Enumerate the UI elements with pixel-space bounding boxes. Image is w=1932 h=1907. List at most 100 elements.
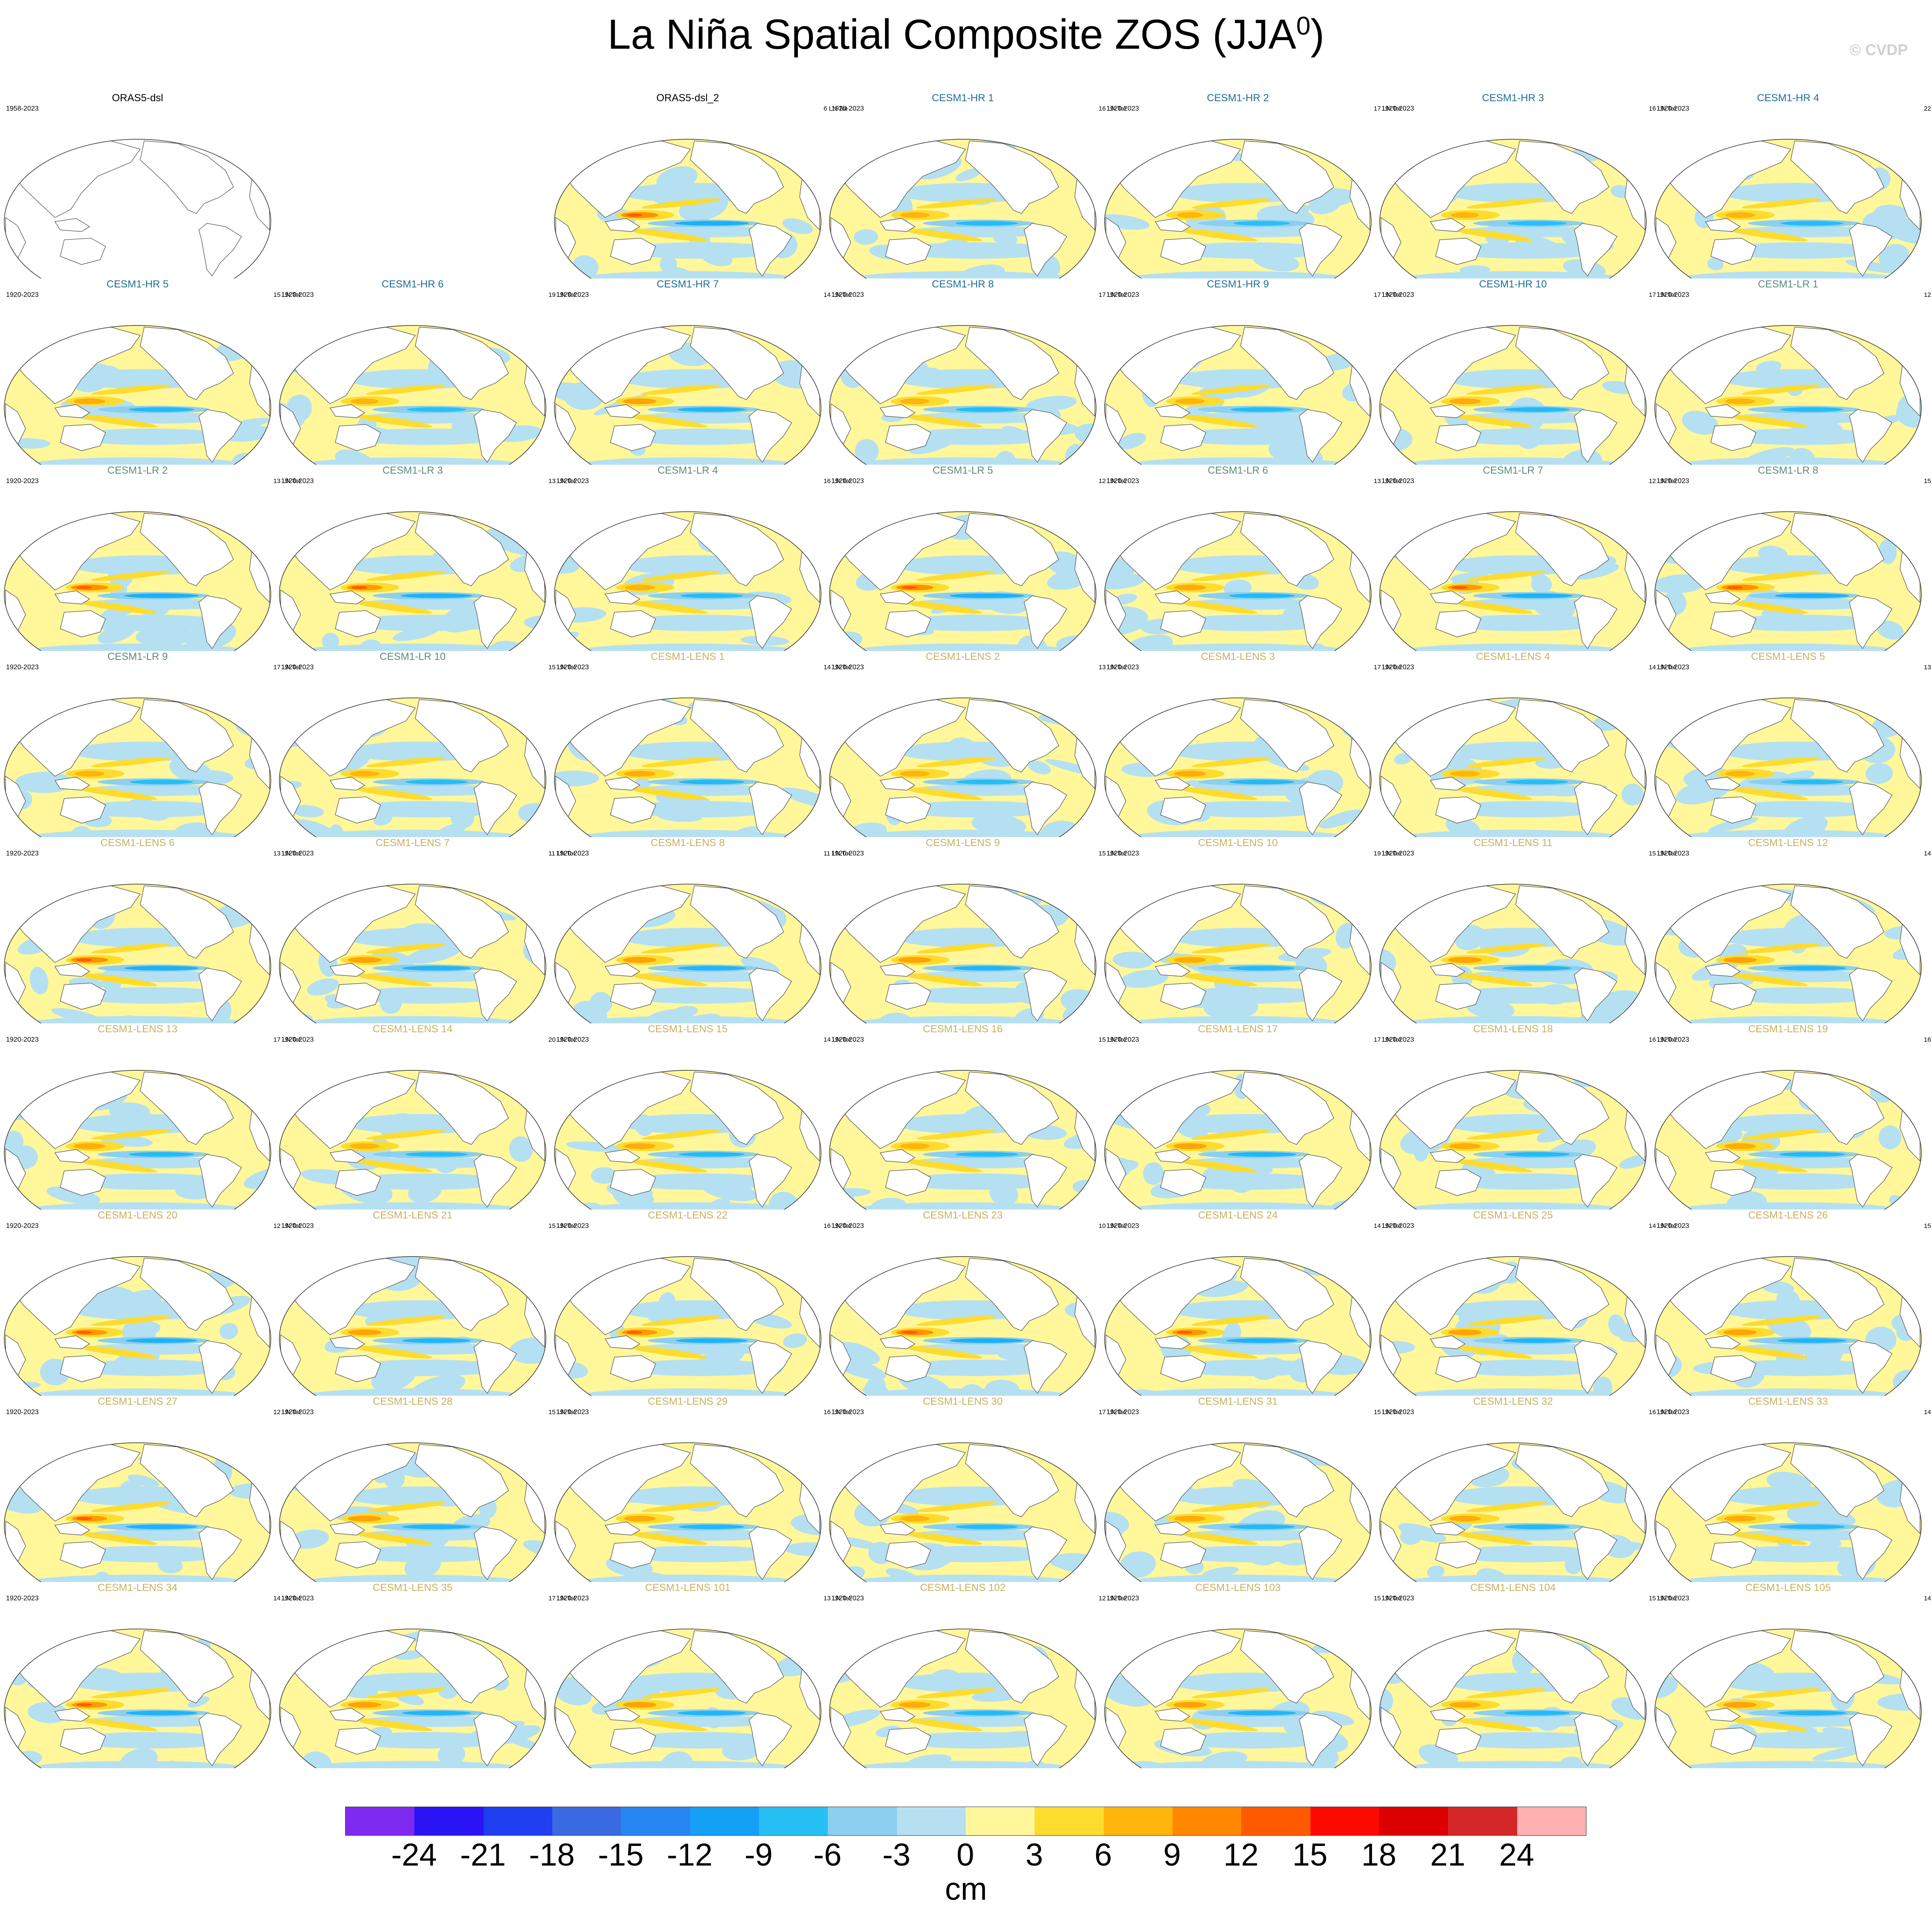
map-svg: [1375, 1210, 1651, 1396]
warm-pool-core: [900, 212, 930, 218]
cold-tongue-core: [954, 1711, 1020, 1715]
panel-title: CESM1-LENS 15: [550, 1023, 825, 1035]
negative-anomaly-patch: [507, 881, 528, 909]
colorbar-swatch-9: [966, 1807, 1035, 1835]
negative-anomaly-patch: [532, 324, 550, 345]
panel-title: CESM1-LENS 11: [1375, 837, 1651, 849]
panel-title: CESM1-LENS 32: [1375, 1396, 1651, 1408]
panel-years: 1920-2023: [1106, 477, 1139, 485]
warm-pool-core: [350, 1143, 380, 1149]
colorbar-swatch-0: [346, 1807, 414, 1835]
warm-pool-peak: [901, 1331, 917, 1334]
panel-title: CESM1-LENS 29: [550, 1396, 825, 1408]
panel-years: 1920-2023: [1106, 850, 1139, 858]
colorbar-tick-label: 3: [1026, 1837, 1043, 1873]
panel-title: CESM1-LENS 20: [0, 1210, 275, 1222]
map-svg: [1100, 465, 1375, 651]
panel-years: 1920-2023: [6, 1409, 39, 1416]
negative-anomaly-patch: [531, 324, 550, 344]
cold-tongue-core: [402, 1711, 471, 1715]
warm-pool-core: [1173, 1702, 1207, 1708]
map-svg: [0, 1396, 275, 1582]
panel-years: 1920-2023: [556, 291, 589, 299]
map-svg: [0, 278, 275, 465]
colorbar-swatch-1: [414, 1807, 483, 1835]
panel-title: CESM1-LENS 26: [1651, 1210, 1926, 1222]
cold-tongue-core: [956, 221, 1018, 226]
panel-title: CESM1-LENS 12: [1651, 837, 1926, 849]
warm-pool-peak: [76, 1517, 92, 1520]
panel-title: CESM1-LENS 21: [275, 1210, 550, 1222]
warm-pool-core: [623, 957, 657, 963]
colorbar-tick-label: -24: [391, 1837, 437, 1873]
warm-pool-core: [624, 1516, 656, 1522]
colorbar-swatch-3: [552, 1807, 621, 1835]
colorbar-swatch-15: [1379, 1807, 1448, 1835]
colorbar-swatch-14: [1310, 1807, 1379, 1835]
map-svg: [1375, 1023, 1651, 1210]
cold-tongue-core: [126, 1711, 197, 1715]
map-svg: [550, 1396, 825, 1582]
cold-tongue-core: [1234, 221, 1290, 226]
panel-years: 1920-2023: [831, 1595, 864, 1602]
warm-pool-core: [624, 1143, 656, 1149]
panel-event-count: 15 LN Tot: [1924, 477, 1932, 485]
warm-pool-core: [1724, 1516, 1756, 1522]
panel-title: CESM1-LENS 4: [1375, 651, 1651, 663]
cold-tongue-core: [124, 593, 199, 598]
cold-tongue-core: [679, 1152, 745, 1157]
panel-title: CESM1-LENS 28: [275, 1396, 550, 1408]
cold-tongue-core: [953, 966, 1021, 970]
negative-anomaly-patch: [790, 703, 817, 729]
colorbar: [345, 1807, 1586, 1836]
colorbar-tick-label: -9: [745, 1837, 773, 1873]
negative-anomaly-patch: [1064, 717, 1097, 731]
panel-years: 1920-2023: [556, 664, 589, 671]
colorbar-swatch-5: [690, 1807, 759, 1835]
warm-pool-core: [1448, 957, 1482, 963]
warm-pool-peak: [1176, 1331, 1192, 1334]
panel-title: CESM1-HR 7: [550, 278, 825, 290]
panel-years: 1920-2023: [281, 850, 314, 858]
cold-tongue-core: [1504, 407, 1570, 412]
colorbar-tick-label: -3: [882, 1837, 911, 1873]
panel-years: 1920-2023: [831, 1222, 864, 1230]
panel-title: CESM1-LENS 9: [825, 837, 1100, 849]
map-svg: [275, 1023, 550, 1210]
panel-title: CESM1-HR 8: [825, 278, 1100, 290]
map-svg: [1651, 1582, 1926, 1768]
negative-anomaly-patch: [552, 696, 598, 717]
warm-pool-core: [1725, 398, 1755, 404]
map-svg: [550, 651, 825, 837]
warm-pool-core: [1451, 212, 1479, 218]
panel-title: CESM1-LENS 17: [1100, 1023, 1375, 1035]
warm-pool-core: [1725, 771, 1755, 777]
panel-title: CESM1-LENS 19: [1651, 1023, 1926, 1035]
panel-title: CESM1-LENS 10: [1100, 837, 1375, 849]
negative-anomaly-patch: [1052, 1446, 1100, 1469]
cold-tongue-core: [405, 1152, 468, 1157]
panel-title: CESM1-LENS 16: [825, 1023, 1100, 1035]
cold-tongue-core: [679, 779, 745, 784]
panel-title: CESM1-LR 5: [825, 465, 1100, 477]
panel-title: CESM1-LR 9: [0, 651, 275, 663]
negative-anomaly-patch: [240, 899, 275, 919]
negative-anomaly-patch: [777, 1435, 825, 1468]
map-svg: [825, 651, 1100, 837]
warm-pool-core: [1174, 1516, 1206, 1522]
colorbar-tick-label: 18: [1361, 1837, 1396, 1873]
colorbar-swatch-16: [1448, 1807, 1517, 1835]
panel-event-count: 12 LN Tot: [1924, 291, 1932, 299]
